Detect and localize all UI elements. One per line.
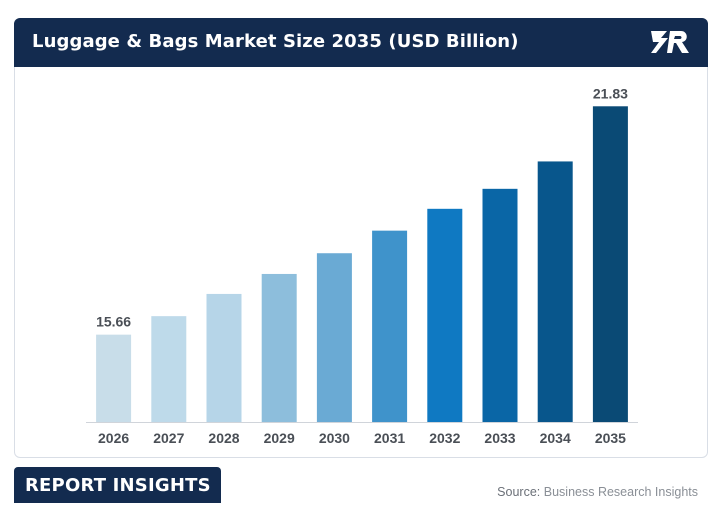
business-research-insights-logo-icon bbox=[651, 31, 689, 53]
chart-header: Luggage & Bags Market Size 2035 (USD Bil… bbox=[14, 18, 708, 67]
source-label: Source: bbox=[497, 485, 541, 499]
x-tick-label: 2029 bbox=[264, 430, 295, 446]
bar-2032 bbox=[427, 208, 463, 422]
data-label-2026: 15.66 bbox=[96, 314, 131, 330]
x-tick-label: 2031 bbox=[374, 430, 405, 446]
bar-2029 bbox=[261, 273, 297, 422]
bar-2035 bbox=[592, 106, 628, 422]
source-text: Source: Business Research Insights bbox=[497, 485, 698, 499]
x-tick-label: 2028 bbox=[208, 430, 239, 446]
x-tick-label: 2026 bbox=[98, 430, 129, 446]
x-tick-label: 2032 bbox=[429, 430, 460, 446]
report-insights-badge: REPORT INSIGHTS bbox=[14, 467, 221, 503]
bar-2034 bbox=[537, 161, 573, 422]
x-tick-label: 2034 bbox=[540, 430, 571, 446]
bar-2030 bbox=[316, 253, 352, 422]
x-tick-label: 2035 bbox=[595, 430, 626, 446]
report-insights-label: REPORT INSIGHTS bbox=[25, 475, 211, 496]
bar-2033 bbox=[482, 188, 518, 422]
x-tick-label: 2030 bbox=[319, 430, 350, 446]
bar-2026 bbox=[96, 334, 132, 422]
data-label-2035: 21.83 bbox=[593, 85, 628, 101]
bar-2028 bbox=[206, 293, 242, 422]
source-value: Business Research Insights bbox=[543, 485, 698, 499]
chart-title: Luggage & Bags Market Size 2035 (USD Bil… bbox=[32, 31, 519, 52]
bar-2027 bbox=[151, 316, 187, 422]
bar-2031 bbox=[372, 230, 408, 422]
x-tick-label: 2027 bbox=[153, 430, 184, 446]
x-tick-label: 2033 bbox=[484, 430, 515, 446]
